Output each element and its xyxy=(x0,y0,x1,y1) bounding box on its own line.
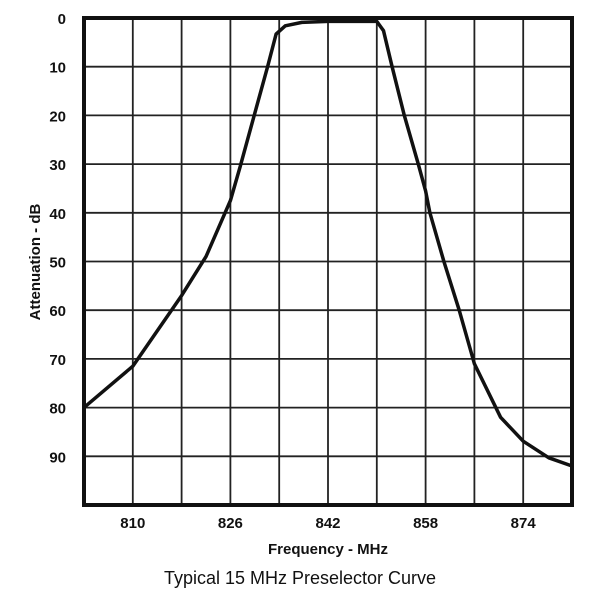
y-tick-label: 10 xyxy=(49,60,66,77)
attenuation-curve xyxy=(82,19,574,468)
x-axis-label: Frequency - MHz xyxy=(268,541,388,558)
x-tick-label: 874 xyxy=(511,515,537,532)
y-tick-label: 90 xyxy=(49,449,66,466)
y-tick-label: 80 xyxy=(49,401,66,418)
y-axis-label: Attenuation - dB xyxy=(27,204,44,321)
x-tick-label: 858 xyxy=(413,515,438,532)
x-tick-label: 810 xyxy=(120,515,145,532)
y-tick-label: 20 xyxy=(49,108,66,125)
y-tick-label: 30 xyxy=(49,157,66,174)
y-tick-label: 60 xyxy=(49,303,66,320)
y-tick-label: 50 xyxy=(49,255,66,272)
grid xyxy=(84,18,572,505)
x-tick-label: 842 xyxy=(315,515,340,532)
y-tick-label: 70 xyxy=(49,352,66,369)
y-tick-labels: 0 10 20 30 40 50 60 70 80 90 xyxy=(49,11,66,466)
plot-frame xyxy=(82,16,574,507)
chart-caption: Typical 15 MHz Preselector Curve xyxy=(164,568,436,588)
y-tick-label: 40 xyxy=(49,206,66,223)
x-tick-label: 826 xyxy=(218,515,243,532)
x-tick-labels: 810 826 842 858 874 xyxy=(120,515,536,532)
y-tick-label: 0 xyxy=(58,11,66,28)
